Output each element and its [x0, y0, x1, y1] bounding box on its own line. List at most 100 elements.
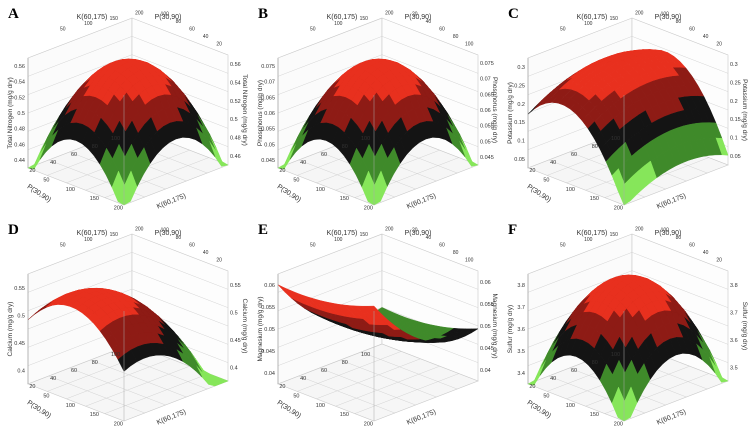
top-p-tick-a: 100	[161, 12, 170, 18]
z-tick-left-d: 0.5	[17, 313, 25, 319]
top-p-tick-f: 100	[661, 228, 670, 234]
top-k-label-d: K(60,175)	[77, 230, 108, 237]
z-tick-left-a: 0.54	[14, 80, 25, 86]
z-tick-left-f: 3.8	[517, 283, 525, 289]
top-k-label-b: K(60,175)	[327, 14, 358, 21]
chart-potassium: 0.05 0.1 0.15 0.2 0.25 0.3 0.05 0.1 0.15 0.2 0.25 0…	[507, 11, 748, 212]
z-tick-right-b: 0.075	[480, 61, 494, 67]
top-p-tick-c: 60	[689, 27, 695, 33]
top-p-tick-f: 20	[716, 257, 722, 263]
floor-gridline-d	[48, 375, 145, 414]
z-tick-left-d: 0.4	[17, 368, 25, 374]
z-tick-right-e: 0.06	[480, 280, 491, 286]
k-axis-label-b: K(60,175)	[406, 193, 437, 211]
top-p-tick-b: 40	[426, 19, 432, 25]
top-p-tick-e: 80	[453, 250, 459, 256]
top-p-tick-a: 60	[189, 27, 195, 33]
z-tick-right-a: 0.54	[230, 81, 241, 87]
p-tick-e: 60	[321, 368, 327, 374]
surface-patch	[367, 305, 382, 314]
z-tick-left-b: 0.06	[264, 111, 275, 117]
z-tick-left-c: 0.05	[514, 157, 525, 163]
p-tick-e: 20	[279, 384, 285, 390]
z-tick-right-a: 0.5	[230, 117, 238, 123]
surface-c	[527, 49, 729, 206]
p-tick-c: 40	[550, 160, 556, 166]
z-tick-left-b: 0.075	[261, 64, 275, 70]
top-k-tick-a: 200	[135, 11, 144, 17]
z-tick-left-a: 0.52	[14, 95, 25, 101]
z-tick-right-c: 0.3	[730, 62, 738, 68]
floor-gridline-e	[319, 367, 416, 406]
z-tick-right-d: 0.4	[230, 365, 238, 371]
z-tick-right-f: 3.5	[730, 365, 738, 371]
top-p-tick-a: 80	[176, 19, 182, 25]
floor-gridline-e	[298, 375, 395, 414]
z-tick-left-b: 0.065	[261, 95, 275, 101]
p-tick-a: 100	[111, 136, 120, 142]
floor-gridline-d	[104, 373, 209, 414]
wall-gridline-c	[527, 36, 729, 77]
wall-gridline-d	[27, 288, 229, 330]
k-tick-f: 150	[590, 412, 599, 418]
z-tick-right-d: 0.45	[230, 338, 241, 344]
top-k-tick-a: 100	[84, 21, 93, 27]
z-tick-left-b: 0.045	[261, 158, 275, 164]
top-p-label-b: P(30,90)	[405, 14, 432, 21]
top-k-tick-c: 50	[560, 26, 566, 32]
z-tick-right-b: 0.05	[480, 139, 491, 145]
panel-letter-b: B	[258, 6, 269, 22]
wall-gridline-a	[27, 54, 229, 95]
p-tick-a: 40	[50, 160, 56, 166]
top-p-tick-e: 40	[426, 235, 432, 241]
axis-box-e	[277, 233, 479, 422]
k-tick-a: 150	[90, 196, 99, 202]
floor-e	[277, 343, 479, 422]
top-k-tick-c: 150	[610, 16, 619, 22]
k-tick-f: 100	[566, 403, 575, 409]
z-axis-label-right-e: Magnesium (mg/g dry)	[491, 293, 498, 358]
p-tick-e: 40	[300, 376, 306, 382]
top-k-tick-e: 150	[360, 232, 369, 238]
surface-a	[27, 58, 229, 206]
z-tick-left-b: 0.055	[261, 127, 275, 133]
k-tick-e: 150	[340, 412, 349, 418]
p-tick-a: 60	[71, 152, 77, 158]
z-tick-left-a: 0.46	[14, 142, 25, 148]
z-tick-right-c: 0.05	[730, 154, 741, 160]
p-tick-e: 100	[361, 352, 370, 358]
panel-b: B 0.045 0.05 0.055 0.06 0.065 0.07 0.075 0.045 0…	[250, 0, 499, 216]
p-tick-c: 100	[611, 136, 620, 142]
k-tick-d: 50	[43, 394, 49, 400]
p-tick-d: 40	[50, 376, 56, 382]
top-p-tick-f: 80	[676, 235, 682, 241]
wall-gridline-b	[277, 54, 479, 95]
z-axis-label-left-f: Sulfur (mg/g dry)	[507, 305, 514, 353]
z-tick-right-a: 0.48	[230, 136, 241, 142]
p-tick-d: 80	[92, 360, 98, 366]
wall-gridline-e	[277, 252, 479, 293]
wall-gridline-a	[27, 36, 229, 77]
p-tick-b: 20	[279, 168, 285, 174]
chart-total-nitrogen: 0.44 0.46 0.48 0.5 0.52 0.54 0.56 0.46 0.48 0.5 0.…	[7, 11, 248, 212]
surface-e	[277, 284, 479, 343]
p-tick-f: 100	[611, 352, 620, 358]
floor-gridline-e	[354, 373, 459, 414]
z-axis-label-right-f: Sulfur (mg/g dry)	[741, 302, 748, 350]
z-tick-left-d: 0.55	[14, 286, 25, 292]
z-tick-left-e: 0.06	[264, 283, 275, 289]
p-axis-label-a: P(30,90)	[26, 183, 52, 203]
z-tick-right-b: 0.065	[480, 92, 494, 98]
z-tick-right-c: 0.25	[730, 81, 741, 87]
top-p-tick-b: 80	[453, 34, 459, 40]
z-tick-left-e: 0.04	[264, 371, 275, 377]
z-tick-right-e: 0.055	[480, 302, 494, 308]
top-k-tick-a: 150	[110, 16, 119, 22]
panel-a: A 0.44 0.46 0.48 0.5 0.52 0.54 0.56 0.46 0.48 0.5…	[0, 0, 249, 216]
z-tick-right-c: 0.15	[730, 117, 741, 123]
top-k-tick-f: 50	[560, 242, 566, 248]
p-tick-f: 80	[592, 360, 598, 366]
z-tick-right-e: 0.05	[480, 324, 491, 330]
k-tick-f: 50	[543, 394, 549, 400]
k-tick-c: 150	[590, 196, 599, 202]
